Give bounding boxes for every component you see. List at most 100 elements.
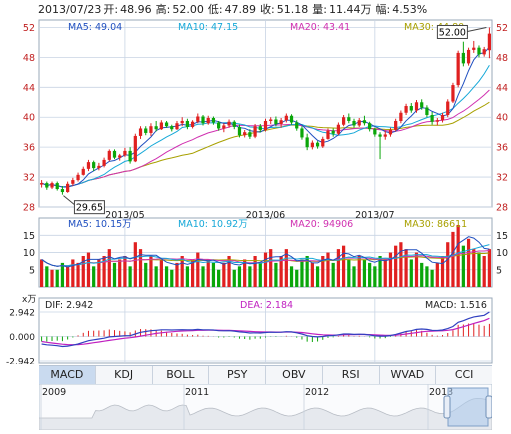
candle-body	[55, 183, 59, 190]
candle-body	[352, 120, 356, 126]
volume-bar	[321, 256, 325, 287]
volume-bar	[190, 259, 195, 287]
volume-bar	[50, 269, 54, 287]
volume-bar	[76, 262, 80, 287]
volume-bar	[201, 266, 205, 287]
volume-bar	[362, 259, 367, 287]
candle-body	[118, 155, 122, 158]
tab-boll[interactable]: BOLL	[153, 366, 210, 384]
high-value: 52.00	[172, 3, 204, 16]
volume-bar	[284, 249, 288, 287]
volume-bar	[144, 262, 148, 287]
volume-bar	[196, 252, 200, 287]
volume-bar	[440, 256, 445, 287]
candle-body	[435, 120, 439, 122]
tab-wvad[interactable]: WVAD	[380, 366, 437, 384]
candle-body	[102, 159, 106, 166]
candle-body	[315, 142, 320, 147]
volume-bar	[175, 262, 179, 287]
volume-tick-right: 10	[496, 248, 508, 259]
tab-obv[interactable]: OBV	[266, 366, 323, 384]
volume-bar	[154, 266, 158, 287]
candle-body	[154, 126, 158, 130]
candle-body	[170, 126, 174, 130]
macd-label: MACD: 1.516	[425, 300, 487, 311]
candle-body	[39, 183, 44, 185]
tab-kdj[interactable]: KDJ	[96, 366, 153, 384]
candle-body	[347, 117, 351, 121]
macd-tick: 2.942	[9, 309, 35, 319]
min-callout-line	[63, 195, 75, 206]
candle-body	[331, 130, 335, 134]
candle-body	[300, 128, 304, 138]
candle-body	[133, 135, 137, 162]
candle-body	[305, 137, 309, 148]
dif-line	[41, 311, 490, 348]
macd-tick: 0.000	[9, 333, 35, 343]
tab-psy[interactable]: PSY	[209, 366, 266, 384]
volume-bar	[466, 238, 471, 287]
price-ma-label: MA5: 49.04	[68, 22, 122, 33]
tab-macd[interactable]: MACD	[39, 366, 96, 384]
price-tick-left: 28	[23, 203, 35, 214]
volume-value: 11.44万	[329, 3, 372, 16]
candle-body	[107, 150, 111, 160]
volume-bar	[66, 266, 70, 287]
tab-rsi[interactable]: RSI	[323, 366, 380, 384]
candle-body	[295, 122, 299, 129]
price-tick-right: 44	[496, 83, 508, 94]
candle-body	[263, 120, 268, 130]
tab-cci[interactable]: CCI	[454, 368, 474, 381]
range-handle-right[interactable]	[485, 395, 492, 419]
volume-bar	[378, 256, 382, 287]
candle-body	[368, 123, 372, 130]
range-selector[interactable]	[447, 387, 489, 427]
candle-body	[92, 162, 96, 169]
volume-bar	[352, 266, 356, 287]
candle-body	[138, 128, 143, 136]
volume-ma-label: MA10: 10.92万	[178, 219, 248, 230]
candle-body	[383, 134, 387, 137]
volume-bar	[164, 266, 169, 287]
price-tick-left: 52	[23, 23, 35, 34]
candle-body	[394, 120, 398, 130]
price-tick-right: 36	[496, 143, 508, 154]
volume-bar	[300, 259, 304, 287]
close-label: 收:	[260, 3, 275, 16]
vol-ma10-line	[41, 244, 490, 267]
price-tick-left: 44	[23, 83, 35, 94]
candle-body	[477, 47, 481, 55]
candle-body	[289, 115, 294, 123]
max-callout-line	[467, 26, 487, 32]
candle-body	[206, 117, 210, 124]
candle-body	[123, 150, 127, 156]
volume-bar	[414, 252, 419, 287]
volume-bar	[45, 266, 49, 287]
volume-bar	[128, 266, 132, 287]
candle-body	[466, 49, 471, 64]
navigator-area	[39, 397, 492, 430]
candle-body	[190, 121, 195, 127]
macd-tick: -2.942	[6, 358, 35, 365]
indicator-tabs: MACD KDJ BOLL PSY OBV RSI WVAD CCI	[39, 365, 492, 385]
range-navigator[interactable]: 2009 2011 2012 2013	[39, 384, 492, 430]
range-handle-left[interactable]	[443, 395, 451, 419]
volume-label: 量:	[312, 3, 327, 16]
close-value: 51.18	[276, 3, 309, 16]
volume-tick-right: 5	[496, 265, 502, 276]
price-ma-label: MA20: 43.41	[290, 22, 350, 33]
volume-bar	[123, 256, 127, 287]
candle-body	[232, 121, 236, 127]
open-value: 48.96	[120, 3, 152, 16]
high-label: 高:	[155, 3, 171, 16]
candle-body	[321, 138, 325, 147]
volume-unit: x万	[22, 295, 36, 305]
volume-bar	[227, 256, 231, 287]
quote-date: 2013/07/23	[38, 3, 102, 16]
candle-body	[269, 119, 273, 121]
price-tick-left: 40	[23, 113, 35, 124]
volume-bar	[138, 249, 143, 287]
candle-body	[404, 106, 408, 113]
volume-bar	[347, 259, 351, 287]
volume-bar	[180, 256, 184, 287]
